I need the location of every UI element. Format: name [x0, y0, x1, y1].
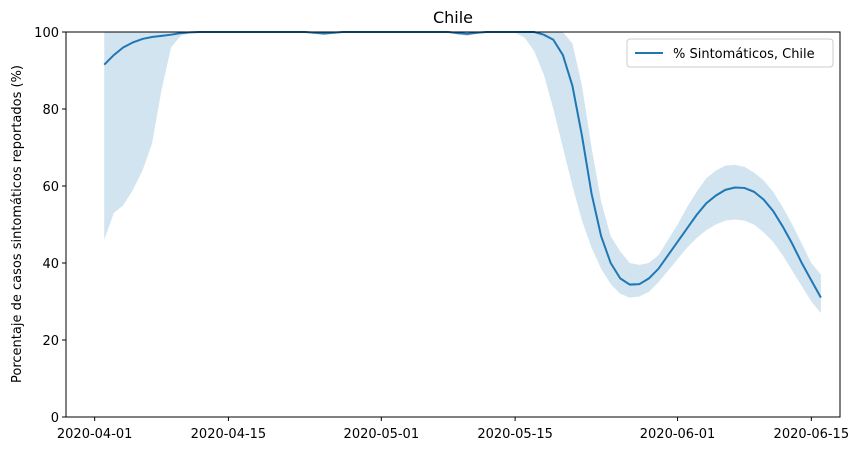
x-tick-label: 2020-06-15: [774, 427, 850, 442]
y-tick-label: 80: [42, 103, 59, 118]
x-tick-label: 2020-05-15: [477, 427, 553, 442]
line: [103, 31, 822, 299]
y-axis-label: Porcentaje de casos sintomáticos reporta…: [10, 65, 25, 383]
x-tick-label: 2020-04-01: [57, 427, 133, 442]
x-tick-label: 2020-04-15: [191, 427, 267, 442]
legend-box: [626, 38, 834, 68]
x-tick-label: 2020-06-01: [640, 427, 716, 442]
y-tick-label: 100: [34, 26, 59, 41]
chart-title: Chile: [433, 8, 473, 27]
y-tick-label: 40: [42, 257, 59, 272]
plot-frame: [65, 31, 841, 418]
confidence-band: [104, 32, 821, 314]
x-tick-label: 2020-05-01: [344, 427, 420, 442]
legend-label: % Sintomáticos, Chile: [673, 47, 815, 62]
y-tick-label: 0: [51, 411, 59, 426]
y-tick-label: 20: [42, 334, 59, 349]
y-tick-label: 60: [42, 180, 59, 195]
